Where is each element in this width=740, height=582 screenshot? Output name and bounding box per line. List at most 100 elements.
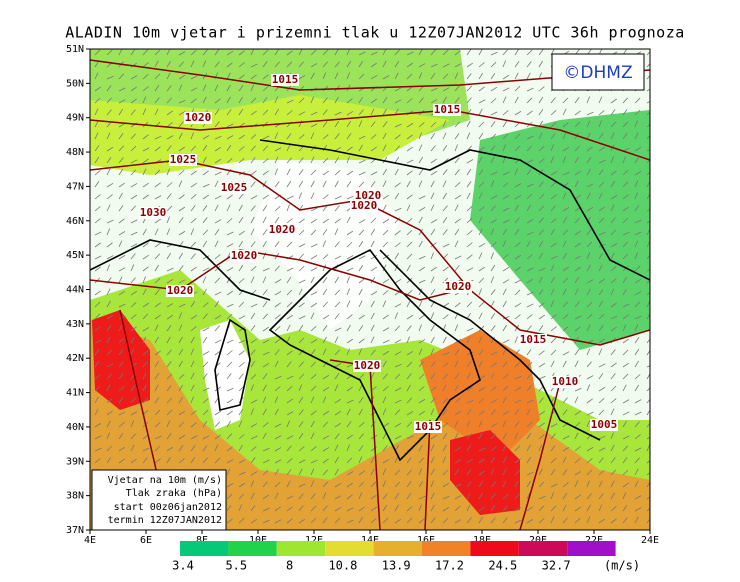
wind-arrow — [430, 456, 435, 464]
wind-arrow — [382, 339, 390, 344]
wind-arrow — [178, 121, 184, 128]
wind-arrow — [454, 169, 460, 176]
wind-arrow — [322, 264, 327, 272]
wind-arrow — [526, 385, 532, 392]
wind-arrow — [646, 349, 650, 356]
wind-arrow — [406, 517, 413, 524]
wind-arrow — [154, 264, 159, 272]
wind-arrow — [490, 300, 495, 308]
wind-arrow — [538, 72, 542, 80]
wind-arrow — [142, 447, 150, 452]
wind-arrow — [154, 228, 159, 236]
wind-arrow — [310, 361, 316, 368]
wind-arrow — [190, 314, 198, 320]
wind-arrow — [454, 50, 461, 56]
wind-arrow — [190, 326, 197, 332]
wind-arrow — [334, 156, 340, 164]
wind-arrow — [418, 457, 425, 464]
wind-arrow — [466, 109, 472, 116]
wind-arrow — [118, 267, 126, 272]
wind-arrow — [406, 180, 411, 188]
wind-arrow — [634, 434, 641, 440]
wind-arrow — [514, 110, 522, 116]
wind-arrow — [226, 459, 234, 464]
wind-arrow — [526, 325, 532, 332]
wind-arrow — [586, 264, 591, 272]
wind-arrow — [394, 278, 402, 284]
wind-arrow — [538, 518, 545, 524]
wind-arrow — [262, 494, 269, 500]
wind-arrow — [406, 373, 412, 380]
wind-arrow — [166, 267, 174, 272]
wind-arrow — [322, 144, 328, 152]
wind-arrow — [190, 253, 196, 260]
wind-arrow — [562, 240, 567, 248]
wind-arrow — [622, 338, 629, 344]
wind-arrow — [94, 313, 101, 320]
wind-arrow — [442, 266, 449, 272]
wind-arrow — [250, 241, 256, 248]
wind-arrow — [214, 146, 222, 152]
wind-arrow — [466, 351, 474, 356]
wind-arrow — [550, 423, 558, 428]
wind-arrow — [394, 168, 399, 176]
wind-arrow — [394, 242, 401, 248]
wind-arrow — [214, 84, 219, 92]
wind-arrow — [430, 219, 438, 224]
wind-arrow — [442, 432, 448, 440]
isobar-label: 1025 — [170, 153, 197, 166]
wind-arrow — [214, 180, 219, 188]
wind-arrow — [274, 506, 281, 512]
wind-arrow — [142, 350, 149, 356]
wind-arrow — [190, 266, 197, 272]
wind-arrow — [106, 410, 113, 416]
isobar-label: 1020 — [445, 280, 472, 293]
wind-arrow — [250, 384, 255, 392]
wind-arrow — [250, 303, 258, 308]
wind-arrow — [250, 399, 258, 404]
wind-arrow — [334, 170, 341, 176]
wind-arrow — [490, 205, 496, 212]
wind-arrow — [262, 109, 269, 116]
wind-arrow — [118, 396, 124, 404]
wind-arrow — [622, 482, 630, 488]
wind-arrow — [610, 398, 617, 404]
wind-arrow — [214, 204, 219, 212]
wind-arrow — [274, 349, 280, 356]
wind-arrow — [394, 182, 401, 188]
wind-arrow — [130, 302, 137, 308]
wind-arrow — [526, 135, 534, 140]
wind-arrow — [430, 266, 438, 272]
wind-arrow — [430, 204, 435, 212]
wind-arrow — [610, 302, 617, 308]
wind-arrow — [94, 181, 100, 188]
wind-arrow — [526, 87, 534, 92]
wind-arrow — [466, 386, 473, 392]
wind-arrow — [130, 348, 135, 356]
wind-arrow — [346, 348, 350, 356]
wind-arrow — [190, 384, 195, 392]
wind-arrow — [466, 433, 472, 440]
wind-arrow — [298, 229, 305, 236]
wind-arrow — [358, 456, 363, 464]
wind-arrow — [274, 423, 282, 428]
wind-arrow — [262, 481, 268, 488]
wind-arrow — [178, 217, 184, 224]
wind-arrow — [142, 86, 149, 92]
wind-arrow — [502, 279, 510, 284]
wind-arrow — [358, 51, 366, 56]
wind-arrow — [142, 254, 150, 260]
wind-arrow — [610, 121, 617, 128]
wind-arrow — [346, 421, 352, 428]
wind-arrow — [226, 350, 233, 356]
wind-arrow — [286, 350, 293, 356]
wind-arrow — [178, 445, 184, 452]
wind-arrow — [622, 156, 627, 164]
wind-arrow — [202, 60, 207, 68]
wind-arrow — [106, 456, 112, 464]
wind-arrow — [346, 49, 351, 56]
wind-arrow — [358, 408, 363, 416]
wind-arrow — [526, 314, 533, 320]
wind-arrow — [394, 60, 400, 68]
wind-arrow — [298, 483, 306, 488]
